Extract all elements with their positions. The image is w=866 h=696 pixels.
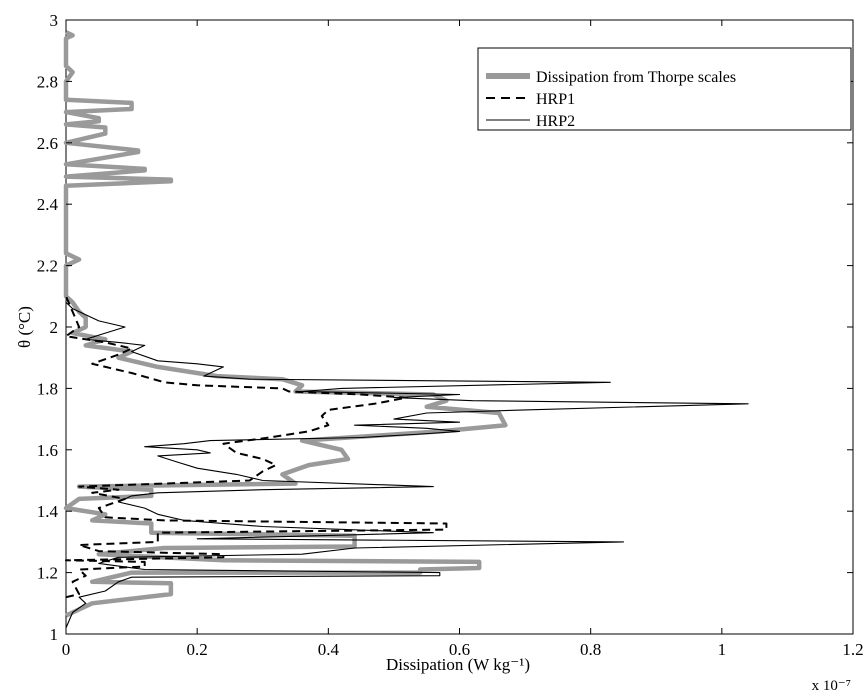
- data-layer: [63, 30, 749, 629]
- legend-label-thorpe: Dissipation from Thorpe scales: [536, 69, 736, 86]
- x-tick-label: 0.2: [187, 640, 208, 659]
- x-tick-label: 0: [62, 640, 71, 659]
- y-tick-label: 2.2: [37, 257, 58, 276]
- y-tick-label: 1.2: [37, 564, 58, 583]
- y-tick-label: 2: [50, 318, 59, 337]
- legend-label-hrp1: HRP1: [536, 91, 575, 108]
- y-tick-label: 2.4: [37, 195, 59, 214]
- x-tick-label: 0.8: [580, 640, 601, 659]
- x-tick-label: 1: [718, 640, 727, 659]
- series-hrp2-line: [65, 301, 749, 629]
- series-thorpe-line: [63, 30, 508, 618]
- y-tick-label: 2.6: [37, 134, 58, 153]
- y-tick-label: 1.8: [37, 379, 58, 398]
- y-tick-label: 2.8: [37, 72, 58, 91]
- legend-label-hrp2: HRP2: [536, 113, 575, 130]
- series-hrp1-line: [65, 295, 448, 599]
- legend-box: [477, 47, 852, 131]
- y-tick-label: 3: [50, 11, 59, 30]
- x-axis-exponent: x 10⁻⁷: [812, 678, 851, 694]
- x-axis-title: Dissipation (W kg⁻¹): [386, 655, 530, 674]
- x-tick-label: 1.2: [842, 640, 863, 659]
- x-tick-label: 0.4: [318, 640, 340, 659]
- y-tick-label: 1: [50, 625, 59, 644]
- legend: Dissipation from Thorpe scales HRP1 HRP2: [477, 47, 852, 131]
- x-tick-label: 0.6: [449, 640, 470, 659]
- ticks-layer: 0 0.2 0.4 0.6 0.8 1 1.2 1 1.2 1.4 1.6 1.8 2 2.2 2.4 2.6…: [37, 11, 864, 659]
- y-axis-title: θ (°C): [15, 306, 34, 348]
- y-tick-label: 1.4: [37, 502, 59, 521]
- y-tick-label: 1.6: [37, 441, 58, 460]
